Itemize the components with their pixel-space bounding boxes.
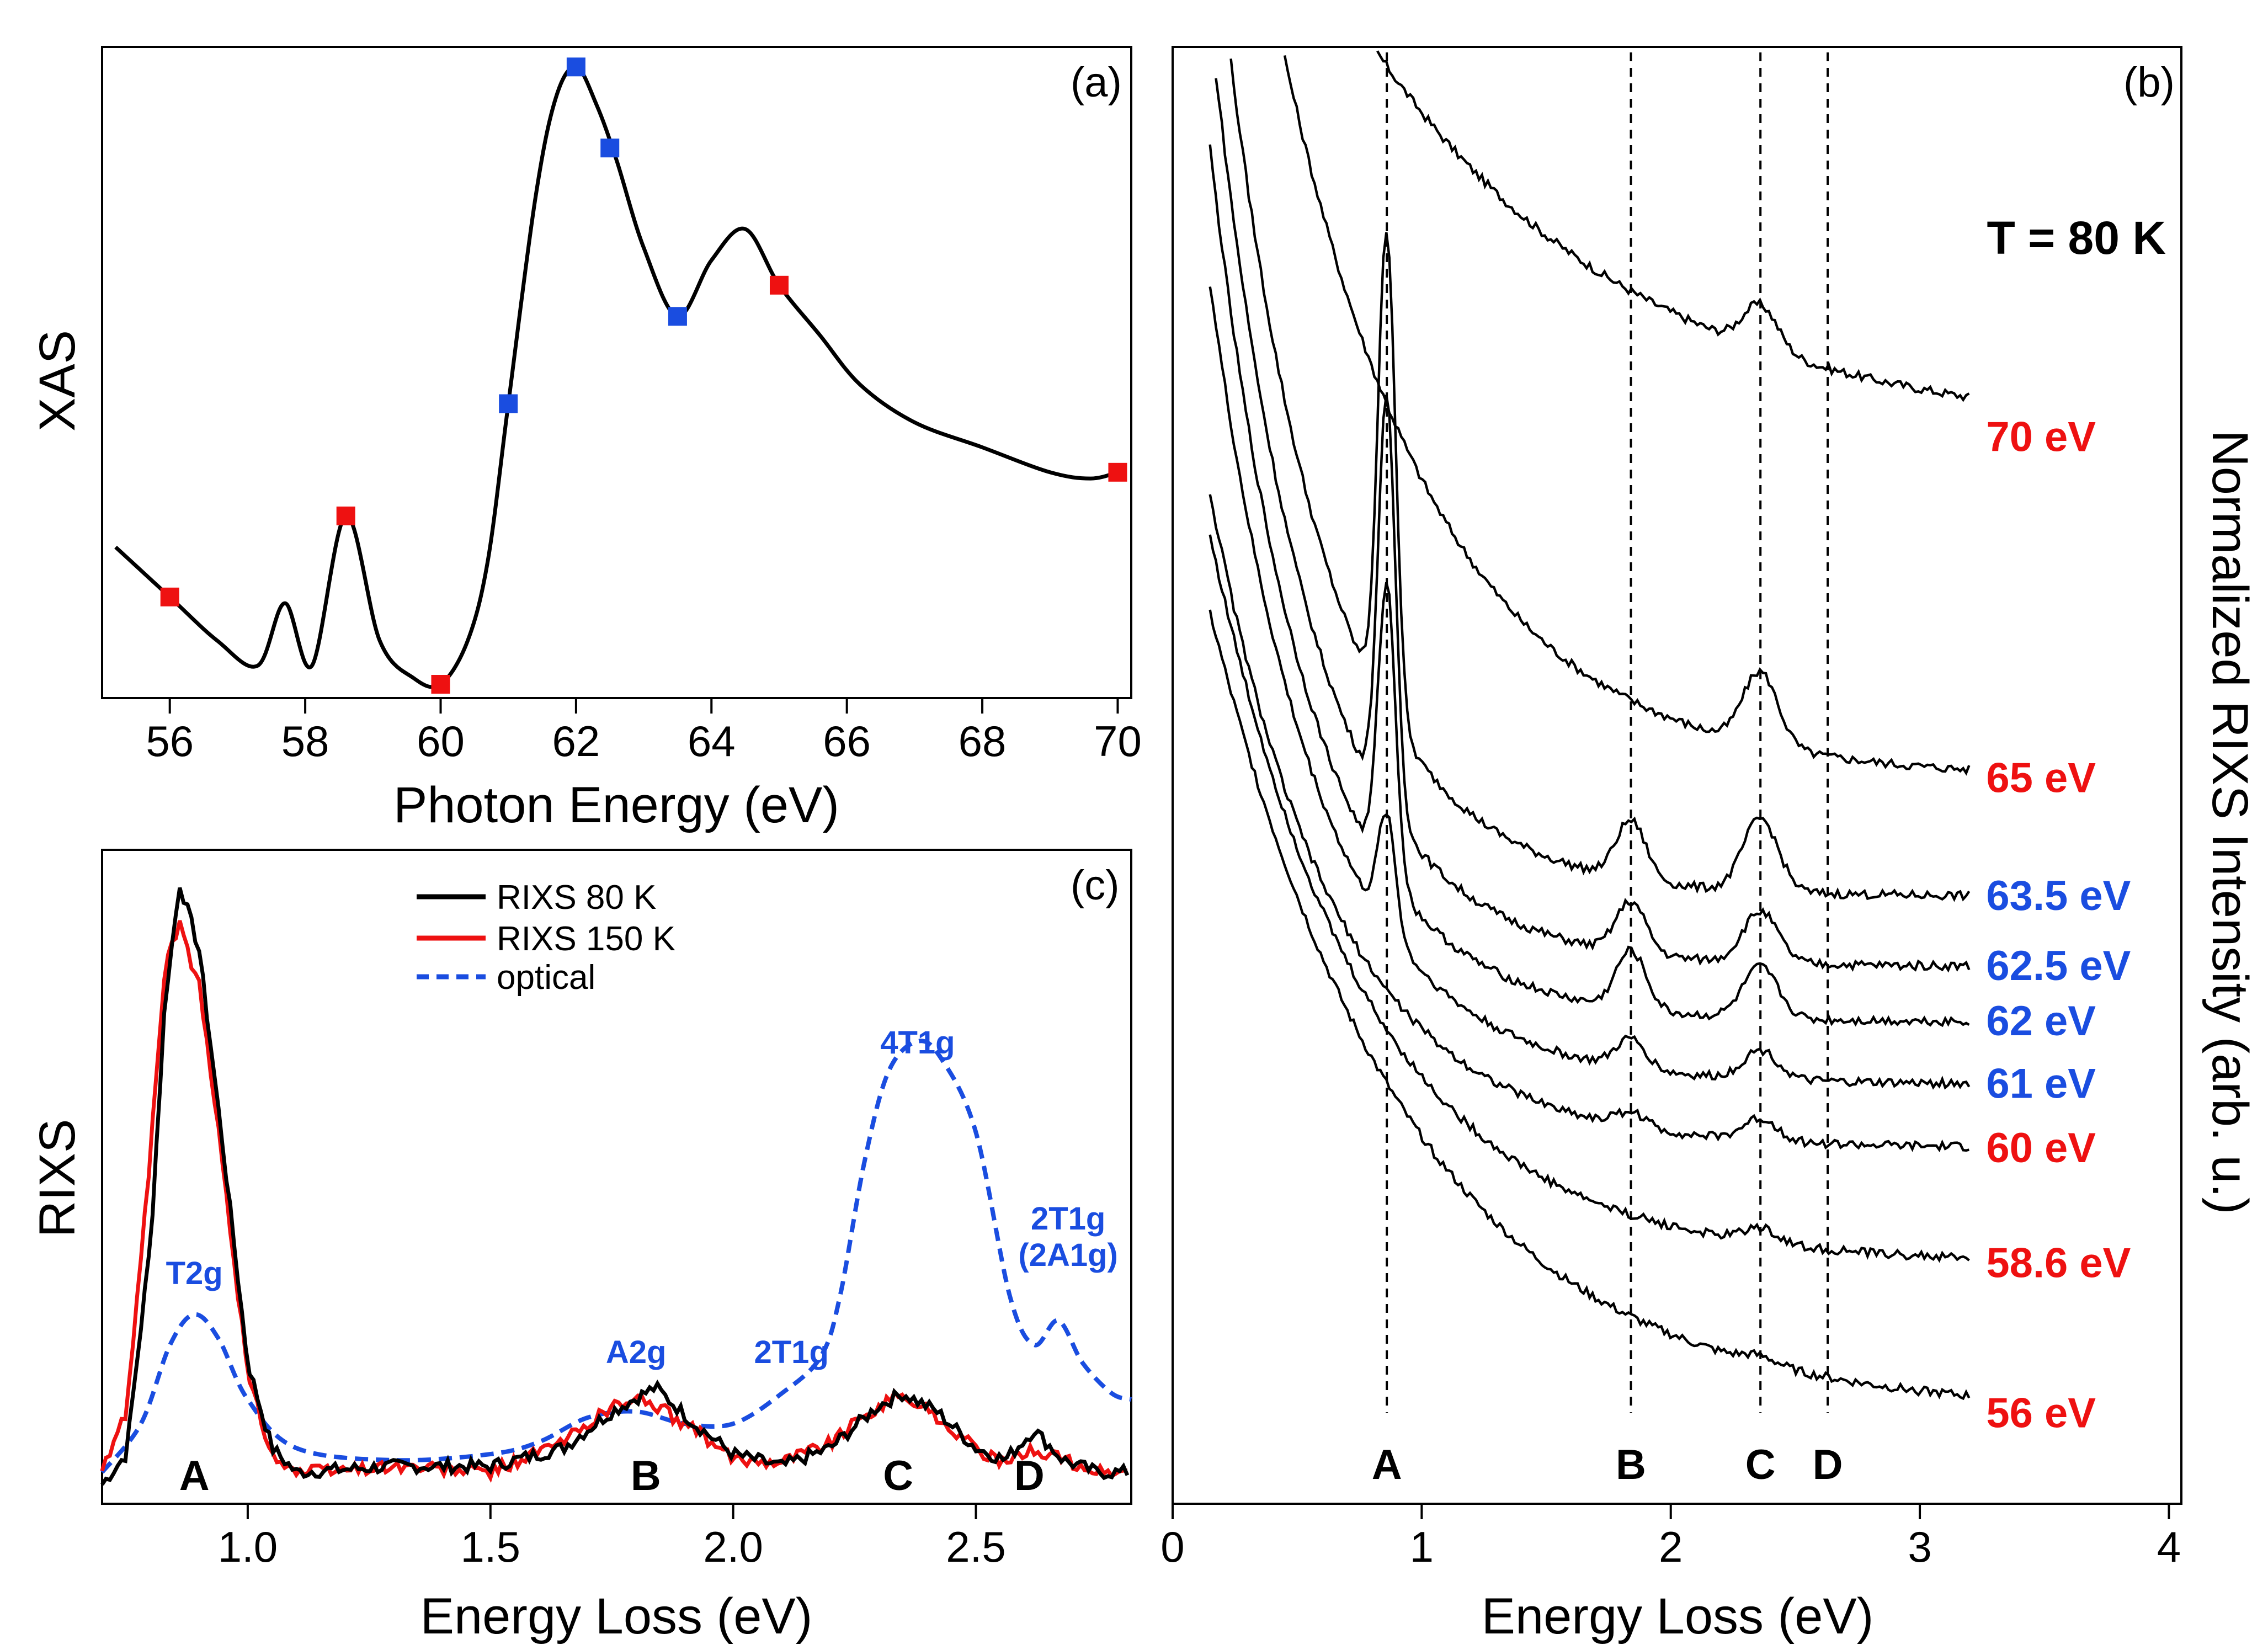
photon-energy-label-6: 60 eV — [1986, 1125, 2096, 1172]
photon-energy-label-5: 61 eV — [1986, 1061, 2096, 1108]
panel-b-xlabel: Energy Loss (eV) — [1482, 1588, 1874, 1644]
rixs-spectrum-6 — [1208, 494, 1969, 1152]
optical-label-3: 4T1g — [880, 1025, 955, 1061]
panel-c-spectra — [100, 887, 1132, 1486]
panel-c-letter-D: D — [1014, 1452, 1045, 1499]
panel-b-photon-energy-labels: 70 eV 65 eV 63.5 eV 62.5 eV 62 eV 61 eV 60 eV 5… — [1986, 414, 2131, 1437]
panel-b-letter-D: D — [1813, 1441, 1843, 1488]
panel-a-ylabel: XAS — [29, 330, 86, 432]
photon-energy-label-8: 56 eV — [1986, 1390, 2096, 1436]
optical-label-1: A2g — [606, 1334, 667, 1370]
panel-b-x-tick-label-0: 0 — [1160, 1523, 1184, 1571]
rixs-spectrum-4 — [1208, 144, 1970, 1028]
panel-b-x-ticks: 0 1 2 3 4 — [1160, 1504, 2181, 1571]
panel-a-x-tick-label-6: 68 — [959, 717, 1007, 765]
panel-a-frame — [101, 46, 1132, 699]
rixs-80k-curve — [100, 887, 1130, 1486]
rixs-spectrum-3 — [1215, 78, 1971, 973]
photon-energy-label-7: 58.6 eV — [1986, 1239, 2131, 1286]
xas-marker-2 — [431, 675, 450, 694]
panel-a-xas-plot: 56 58 60 62 64 66 68 70 (a) Photon Energy (eV) … — [29, 46, 1142, 833]
panel-b-label: (b) — [2123, 59, 2175, 106]
panel-c-x-tick-label-3: 2.5 — [946, 1523, 1005, 1571]
panel-b-letter-B: B — [1616, 1441, 1646, 1488]
panel-a-xlabel: Photon Energy (eV) — [393, 777, 839, 833]
panel-c-letter-A: A — [179, 1452, 210, 1499]
panel-b-x-tick-label-4: 4 — [2157, 1523, 2181, 1571]
panel-a-x-tick-label-1: 58 — [281, 717, 329, 765]
panel-c-x-ticks: 1.0 1.5 2.0 2.5 — [218, 1504, 1006, 1571]
photon-energy-label-4: 62 eV — [1986, 998, 2096, 1045]
panel-c-xlabel: Energy Loss (eV) — [420, 1588, 813, 1644]
panel-a-x-tick-label-3: 62 — [552, 717, 600, 765]
panel-b-rixs-stack: 0 1 2 3 4 70 eV 65 eV 63.5 eV 62.5 eV 62 eV 61 eV… — [1160, 46, 2258, 1644]
photon-energy-label-0: 70 eV — [1986, 414, 2096, 461]
rixs-spectrum-2 — [1229, 58, 1971, 902]
panel-a-x-tick-label-7: 70 — [1094, 717, 1142, 765]
panel-a-x-tick-label-2: 60 — [417, 717, 465, 765]
panel-c-letter-B: B — [631, 1452, 661, 1499]
panel-b-x-tick-label-3: 3 — [1908, 1523, 1931, 1571]
panel-a-label: (a) — [1071, 59, 1122, 106]
rixs-spectrum-7 — [1208, 534, 1970, 1263]
panel-c-x-tick-label-1: 1.5 — [461, 1523, 520, 1571]
panel-b-rixs-spectra — [1208, 50, 1971, 1401]
panel-c-peak-letters: A B C D — [179, 1452, 1045, 1499]
xas-marker-1 — [336, 506, 355, 525]
panel-c-x-tick-label-2: 2.0 — [703, 1523, 763, 1571]
legend-label-rixs-150k: RIXS 150 K — [497, 920, 675, 958]
panel-b-reference-lines — [1386, 52, 1829, 1413]
temperature-annotation: T = 80 K — [1987, 212, 2166, 264]
optical-label-4: 2T1g — [1031, 1201, 1105, 1237]
xas-marker-5 — [600, 139, 620, 158]
rixs-spectrum-1 — [1283, 55, 1971, 776]
rixs-spectrum-8 — [1208, 609, 1971, 1401]
panel-b-letter-C: C — [1745, 1441, 1776, 1488]
panel-a-x-tick-label-4: 64 — [688, 717, 736, 765]
panel-a-x-tick-label-5: 66 — [823, 717, 871, 765]
optical-label-2: 2T1g — [754, 1334, 829, 1370]
panel-a-x-tick-label-0: 56 — [146, 717, 194, 765]
xas-marker-4 — [566, 57, 585, 77]
xas-excitation-markers — [160, 57, 1127, 694]
photon-energy-label-3: 62.5 eV — [1986, 943, 2131, 989]
xas-marker-0 — [160, 587, 179, 606]
xas-marker-3 — [499, 394, 518, 413]
legend-label-optical: optical — [497, 959, 595, 997]
panel-b-ylabel: Normalized RIXS Intensity (arb. u.) — [2202, 430, 2258, 1214]
optical-label-0: T2g — [166, 1255, 223, 1291]
panel-c-legend: RIXS 80 K RIXS 150 K optical — [417, 879, 675, 997]
panel-b-x-tick-label-1: 1 — [1410, 1523, 1434, 1571]
photon-energy-label-1: 65 eV — [1986, 754, 2096, 801]
panel-c-ylabel: RIXS — [29, 1119, 86, 1238]
optical-curve — [100, 1039, 1132, 1474]
rixs-spectrum-0 — [1376, 50, 1970, 402]
xas-curve — [114, 65, 1119, 689]
xas-marker-8 — [1108, 462, 1127, 482]
panel-c-letter-C: C — [883, 1452, 913, 1499]
legend-label-rixs-80k: RIXS 80 K — [497, 879, 656, 917]
photon-energy-label-2: 63.5 eV — [1986, 872, 2131, 919]
panel-a-x-ticks: 56 58 60 62 64 66 68 70 — [146, 698, 1142, 765]
panel-c-frame — [101, 849, 1132, 1505]
xas-marker-6 — [668, 307, 687, 326]
panel-c-label: (c) — [1071, 862, 1120, 909]
xas-marker-7 — [769, 275, 789, 295]
panel-c-x-tick-label-0: 1.0 — [218, 1523, 278, 1571]
panel-b-frame — [1172, 46, 2182, 1505]
optical-label-5: (2A1g) — [1018, 1237, 1117, 1273]
panel-b-x-tick-label-2: 2 — [1659, 1523, 1683, 1571]
rixs-spectrum-5 — [1208, 286, 1971, 1090]
panel-b-letter-A: A — [1372, 1441, 1402, 1488]
